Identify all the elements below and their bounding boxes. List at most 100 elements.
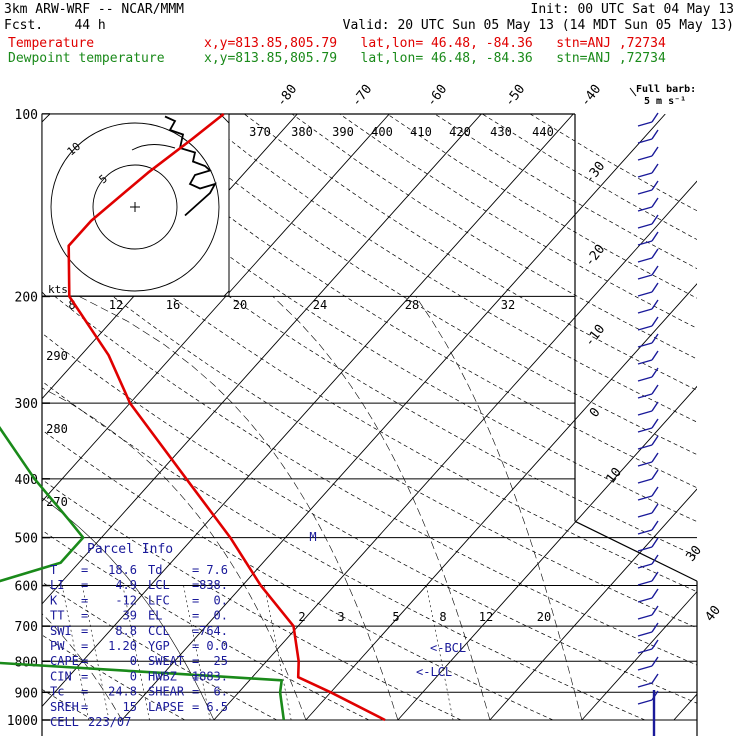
isotherm-label: 40: [703, 603, 724, 625]
theta-label: 390: [332, 125, 354, 139]
wind-barb-flag: [651, 367, 659, 378]
moist-adiabat: [78, 296, 399, 721]
wind-barb-flag: [651, 248, 659, 259]
parcel-value: 1.20: [108, 639, 137, 653]
parcel-value: 7.6: [206, 563, 228, 577]
parcel-label: EL: [148, 609, 162, 623]
mixing-ratio-label: 24: [313, 298, 327, 312]
init-time: Init: 00 UTC Sat 04 May 13: [530, 2, 735, 17]
wind-barb-flag: [651, 163, 659, 174]
wind-barb-flag: [651, 571, 659, 582]
theta-label: 380: [291, 125, 313, 139]
wind-barb-flag: [651, 265, 659, 276]
parcel-label: SWEAT: [148, 654, 184, 668]
parcel-eq: =: [192, 654, 199, 668]
model-title: 3km ARW-WRF -- NCAR/MMM: [4, 2, 185, 17]
parcel-eq: =: [192, 700, 199, 714]
wind-barb-flag: [651, 401, 659, 412]
isotherm-label: -40: [578, 82, 604, 110]
parcel-value: 838.: [199, 578, 228, 592]
parcel-value: =: [81, 593, 88, 607]
pressure-label: 600: [15, 580, 38, 595]
pressure-label: 1000: [7, 714, 38, 729]
parcel-value: =: [81, 685, 88, 699]
level-marker: <-LCL: [416, 665, 452, 679]
wind-barb-shaft: [637, 257, 653, 263]
wind-barb-shaft: [637, 648, 653, 654]
wind-barb-shaft: [637, 478, 653, 484]
parcel-eq: =: [192, 639, 199, 653]
hodograph-rings: [42, 114, 229, 296]
mixing-ratio-label: 8: [439, 610, 446, 624]
parcel-label: PW: [50, 639, 65, 653]
wind-barb-shaft: [637, 563, 653, 569]
hodograph-origin: [130, 202, 140, 212]
wind-barb-flag: [651, 588, 659, 599]
forecast-hour: Fcst. 44 h: [4, 18, 106, 33]
pressure-label: 700: [15, 620, 38, 635]
valid-time: Valid: 20 UTC Sun 05 May 13 (14 MDT Sun …: [342, 18, 734, 33]
wind-barb-flag: [651, 520, 659, 531]
parcel-value: =: [81, 624, 88, 638]
wind-key-label: Full barb:: [636, 84, 696, 95]
parcel-value: =: [81, 578, 88, 592]
parcel-value: -12: [115, 593, 137, 607]
mixing-ratio-label: 2: [298, 610, 305, 624]
isotherm-label: -20: [582, 242, 608, 270]
parcel-eq: =: [192, 578, 199, 592]
dewpoint-legend: Dewpoint temperature: [8, 51, 165, 66]
parcel-value: 0.0: [206, 639, 228, 653]
wind-barb-shaft: [637, 444, 653, 450]
wind-barb-shaft: [637, 274, 653, 280]
parcel-label: LAPSE: [148, 700, 184, 714]
wind-barb-shaft: [637, 325, 653, 331]
hodograph-arc: [131, 144, 176, 151]
dewpoint-trace: [0, 425, 286, 721]
parcel-value: =: [81, 654, 88, 668]
dry-adiabat: [42, 529, 370, 721]
parcel-label: T: [50, 563, 57, 577]
dry-adiabat: [42, 479, 462, 721]
mixing-ratio-label: 12: [479, 610, 493, 624]
parcel-label: Tc: [50, 685, 64, 699]
hodograph-trace: [164, 115, 217, 217]
isotherm-label: 10: [604, 465, 625, 487]
wind-barb-shaft: [637, 359, 653, 365]
isotherm-label: -60: [424, 82, 450, 110]
parcel-label: SHEAR: [148, 685, 185, 699]
wind-barb-shaft: [637, 631, 653, 637]
pressure-label: 800: [15, 655, 38, 670]
pressure-label: 500: [15, 532, 38, 547]
wind-barb-shaft: [637, 410, 653, 416]
parcel-label: CELL: [50, 715, 79, 729]
wind-barb-flag: [651, 350, 659, 361]
parcel-label: Td: [148, 563, 162, 577]
mixing-ratio-label: 32: [501, 298, 515, 312]
isotherm-label: -10: [582, 322, 608, 350]
wind-barb-flag: [651, 605, 659, 616]
dry-adiabat: [434, 114, 697, 270]
wind-barb-shaft: [637, 665, 653, 671]
wind-barb-flag: [651, 180, 659, 191]
right-axis-slant: [574, 520, 698, 582]
wind-barb-flag: [651, 316, 659, 327]
wind-barb-flag: [651, 469, 659, 480]
level-marker: M: [309, 530, 316, 544]
parcel-value: 0: [130, 669, 137, 683]
parcel-label: LI: [50, 578, 64, 592]
pressure-label: 300: [15, 397, 38, 412]
wind-barb-shaft: [637, 597, 653, 603]
level-marker: <-BCL: [430, 641, 466, 655]
wind-barb-flag: [651, 503, 659, 514]
dewpoint-coords: x,y=813.85,805.79 lat,lon= 46.48, -84.36…: [204, 51, 666, 66]
theta-label: 400: [371, 125, 393, 139]
dry-adiabat: [291, 114, 697, 360]
wind-barb-flag: [651, 418, 659, 429]
parcel-value: 8.8: [115, 624, 137, 638]
parcel-value: 0.: [214, 609, 228, 623]
isotherm-line: [305, 283, 697, 721]
dry-adiabat: [42, 634, 186, 721]
isotherm-line: [673, 693, 697, 721]
